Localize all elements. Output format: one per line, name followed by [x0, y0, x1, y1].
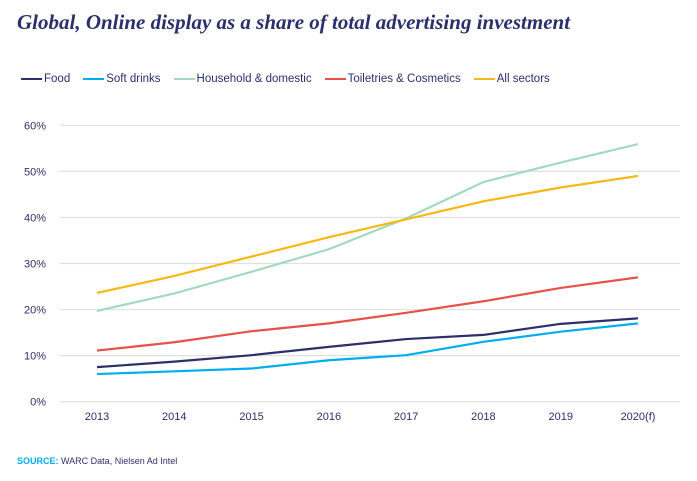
legend-label: All sectors	[496, 73, 550, 85]
y-tick-label: 0%	[30, 397, 46, 409]
series-line-household-domestic	[96, 143, 639, 313]
legend-swatch	[21, 77, 42, 81]
series-line-toiletries-cosmetics	[96, 276, 639, 352]
x-tick-label: 2013	[85, 411, 109, 423]
x-tick-label: 2020(f)	[621, 411, 656, 423]
source-label: SOURCE:	[17, 456, 59, 466]
series-line-food	[96, 317, 639, 369]
legend-item: Toiletries & Cosmetics	[324, 73, 461, 85]
legend-swatch	[83, 77, 105, 81]
legend-label: Household & domestic	[196, 73, 312, 85]
x-tick-label: 2019	[548, 411, 572, 423]
source-text: WARC Data, Nielsen Ad Intel	[58, 456, 178, 466]
series-line-soft-drinks	[96, 322, 639, 376]
legend-swatch	[324, 77, 346, 81]
legend-item: Food	[21, 73, 70, 85]
chart-title: Global, Online display as a share of tot…	[17, 10, 571, 34]
legend-label: Soft drinks	[106, 73, 161, 85]
x-tick-label: 2016	[317, 411, 341, 423]
y-tick-label: 40%	[24, 212, 46, 224]
legend: Food Soft drinks Household & domestic Toile…	[21, 73, 550, 85]
x-tick-label: 2014	[162, 411, 186, 423]
x-tick-label: 2017	[394, 411, 418, 423]
y-tick-label: 10%	[24, 351, 46, 363]
y-tick-label: 30%	[24, 259, 46, 271]
legend-item: Soft drinks	[83, 73, 161, 85]
x-tick-label: 2015	[239, 411, 263, 423]
x-tick-label: 2018	[471, 411, 495, 423]
legend-item: All sectors	[473, 73, 550, 85]
y-tick-label: 50%	[24, 166, 46, 178]
legend-swatch	[473, 77, 495, 81]
y-tick-label: 60%	[24, 120, 46, 132]
y-tick-label: 20%	[24, 305, 46, 317]
legend-item: Household & domestic	[173, 73, 312, 85]
legend-swatch	[173, 77, 195, 81]
source-note: SOURCE: WARC Data, Nielsen Ad Intel	[17, 456, 177, 466]
series-line-all-sectors	[96, 174, 639, 295]
legend-label: Food	[44, 73, 71, 85]
legend-label: Toiletries & Cosmetics	[347, 73, 461, 85]
